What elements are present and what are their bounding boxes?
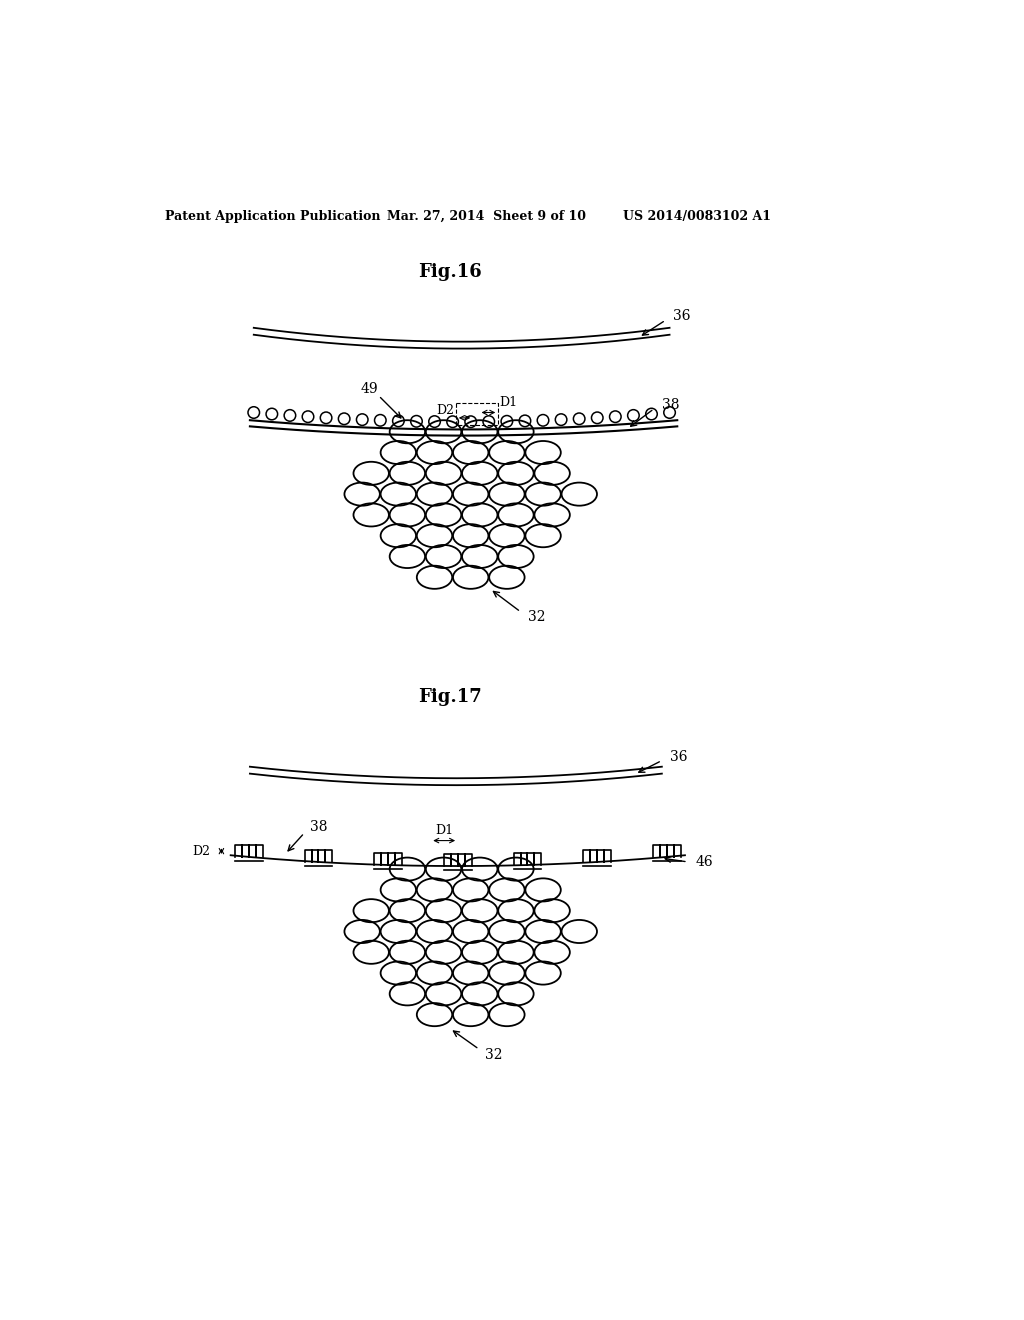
Text: 32: 32 xyxy=(485,1048,503,1061)
Text: 46: 46 xyxy=(695,855,713,869)
Text: D2: D2 xyxy=(436,404,455,417)
Text: D1: D1 xyxy=(500,396,518,409)
Text: D1: D1 xyxy=(435,824,454,837)
Text: Fig.17: Fig.17 xyxy=(418,689,482,706)
Text: 49: 49 xyxy=(360,383,378,396)
Text: 38: 38 xyxy=(662,397,679,412)
Text: Patent Application Publication: Patent Application Publication xyxy=(165,210,381,223)
Text: US 2014/0083102 A1: US 2014/0083102 A1 xyxy=(623,210,770,223)
Text: 36: 36 xyxy=(673,309,690,323)
Text: D2: D2 xyxy=(193,845,211,858)
Text: 36: 36 xyxy=(670,750,687,764)
Bar xyxy=(456,404,499,425)
Text: 32: 32 xyxy=(528,610,546,624)
Text: Mar. 27, 2014  Sheet 9 of 10: Mar. 27, 2014 Sheet 9 of 10 xyxy=(387,210,586,223)
Text: Fig.16: Fig.16 xyxy=(418,264,482,281)
Text: 38: 38 xyxy=(310,821,328,834)
